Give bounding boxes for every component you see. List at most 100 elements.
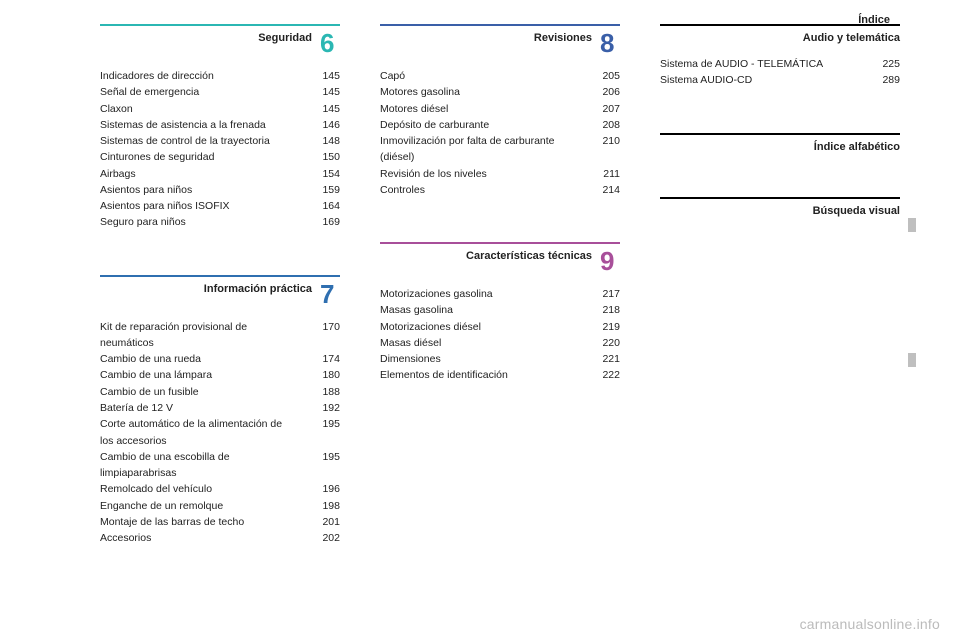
toc-page: 202 <box>310 530 340 546</box>
toc-label: Motorizaciones diésel <box>380 319 578 335</box>
watermark: carmanualsonline.info <box>800 616 940 632</box>
toc-row[interactable]: Cambio de una lámpara 180 <box>100 367 340 383</box>
toc-page: 180 <box>310 367 340 383</box>
section-seguridad: Seguridad6 Indicadores de dirección145Señ… <box>100 24 340 231</box>
toc-page: 174 <box>310 351 340 367</box>
toc-list: Kit de reparación provisional de neumáti… <box>100 319 340 547</box>
toc-row[interactable]: Accesorios202 <box>100 530 340 546</box>
toc-page: 154 <box>310 166 340 182</box>
toc-label: Sistemas de control de la trayectoria <box>100 133 298 149</box>
toc-label: Inmovilización por falta de carburante (… <box>380 133 578 166</box>
toc-row[interactable]: Asientos para niños159 <box>100 182 340 198</box>
toc-row[interactable]: Corte automático de la alimentación de l… <box>100 416 340 449</box>
toc-page: 145 <box>310 68 340 84</box>
toc-page: 214 <box>590 182 620 198</box>
toc-row[interactable]: Motores gasolina206 <box>380 84 620 100</box>
toc-label: Sistema AUDIO-CD <box>660 72 858 88</box>
toc-label: Corte automático de la alimentación de l… <box>100 416 298 449</box>
toc-label: Capó <box>380 68 578 84</box>
toc-row[interactable]: Kit de reparación provisional de neumáti… <box>100 319 340 352</box>
toc-row[interactable]: Masas diésel220 <box>380 335 620 351</box>
section-title: Revisiones <box>380 30 592 44</box>
toc-page: 170 <box>310 319 340 352</box>
toc-row[interactable]: Seguro para niños169 <box>100 214 340 230</box>
toc-label: Cambio de una lámpara <box>100 367 298 383</box>
section-rule <box>380 242 620 244</box>
toc-label: Batería de 12 V <box>100 400 298 416</box>
toc-row[interactable]: Sistema AUDIO-CD289 <box>660 72 900 88</box>
section-title: Audio y telemática <box>660 30 900 44</box>
section-header: Índice alfabético <box>660 139 900 153</box>
section-number: 7 <box>320 281 340 307</box>
toc-page: 150 <box>310 149 340 165</box>
toc-label: Montaje de las barras de techo <box>100 514 298 530</box>
toc-page: 145 <box>310 101 340 117</box>
page: Índice Seguridad6Indicadores de direcció… <box>0 0 960 640</box>
section-busqueda-visual: Búsqueda visual <box>660 197 900 217</box>
toc-row[interactable]: Claxon145 <box>100 101 340 117</box>
section-rule <box>380 24 620 26</box>
toc-label: Airbags <box>100 166 298 182</box>
toc-row[interactable]: Controles 214 <box>380 182 620 198</box>
toc-label: Asientos para niños ISOFIX <box>100 198 298 214</box>
toc-row[interactable]: Cambio de un fusible188 <box>100 384 340 400</box>
toc-page: 145 <box>310 84 340 100</box>
toc-label: Controles <box>380 182 578 198</box>
toc-label: Asientos para niños <box>100 182 298 198</box>
section-revisiones: Revisiones8Capó205Motores gasolina206Mot… <box>380 24 620 198</box>
toc-label: Sistemas de asistencia a la frenada <box>100 117 298 133</box>
toc-label: Motorizaciones gasolina <box>380 286 578 302</box>
toc-page: 221 <box>590 351 620 367</box>
toc-row[interactable]: Sistemas de asistencia a la frenada146 <box>100 117 340 133</box>
toc-row[interactable]: Capó205 <box>380 68 620 84</box>
toc-label: Masas diésel <box>380 335 578 351</box>
toc-row[interactable]: Asientos para niños ISOFIX164 <box>100 198 340 214</box>
toc-label: Cambio de una escobilla de limpiaparabri… <box>100 449 298 482</box>
section-title: Información práctica <box>100 281 312 295</box>
toc-row[interactable]: Depósito de carburante208 <box>380 117 620 133</box>
toc-label: Remolcado del vehículo <box>100 481 298 497</box>
toc-row[interactable]: Airbags 154 <box>100 166 340 182</box>
toc-label: Señal de emergencia <box>100 84 298 100</box>
toc-page: 207 <box>590 101 620 117</box>
toc-row[interactable]: Batería de 12 V192 <box>100 400 340 416</box>
toc-row[interactable]: Cambio de una escobilla de limpiaparabri… <box>100 449 340 482</box>
toc-page: 222 <box>590 367 620 383</box>
toc-row[interactable]: Cinturones de seguridad 150 <box>100 149 340 165</box>
toc-label: Cinturones de seguridad <box>100 149 298 165</box>
section-rule <box>100 275 340 277</box>
section-title: Búsqueda visual <box>660 203 900 217</box>
toc-page: 210 <box>590 133 620 166</box>
toc-row[interactable]: Motorizaciones diésel219 <box>380 319 620 335</box>
section-number: 9 <box>600 248 620 274</box>
toc-row[interactable]: Inmovilización por falta de carburante (… <box>380 133 620 166</box>
toc-row[interactable]: Señal de emergencia 145 <box>100 84 340 100</box>
section-header: Audio y telemática <box>660 30 900 44</box>
toc-row[interactable]: Cambio de una rueda 174 <box>100 351 340 367</box>
toc-list: Capó205Motores gasolina206Motores diésel… <box>380 68 620 198</box>
toc-label: Cambio de una rueda <box>100 351 298 367</box>
toc-row[interactable]: Remolcado del vehículo 196 <box>100 481 340 497</box>
toc-row[interactable]: Elementos de identificación 222 <box>380 367 620 383</box>
section-title: Índice alfabético <box>660 139 900 153</box>
toc-row[interactable]: Sistema de AUDIO - TELEMÁTICA225 <box>660 56 900 72</box>
toc-row[interactable]: Sistemas de control de la trayectoria148 <box>100 133 340 149</box>
toc-row[interactable]: Montaje de las barras de techo201 <box>100 514 340 530</box>
section-header: Seguridad6 <box>100 30 340 56</box>
toc-row[interactable]: Motores diésel207 <box>380 101 620 117</box>
toc-page: 196 <box>310 481 340 497</box>
toc-label: Cambio de un fusible <box>100 384 298 400</box>
toc-label: Elementos de identificación <box>380 367 578 383</box>
toc-label: Seguro para niños <box>100 214 298 230</box>
section-caracteristicas: Características técnicas9Motorizaciones … <box>380 242 620 384</box>
toc-page: 195 <box>310 416 340 449</box>
toc-row[interactable]: Motorizaciones gasolina217 <box>380 286 620 302</box>
toc-page: 211 <box>590 166 620 182</box>
toc-row[interactable]: Masas gasolina218 <box>380 302 620 318</box>
toc-row[interactable]: Dimensiones221 <box>380 351 620 367</box>
toc-list: Indicadores de dirección145Señal de emer… <box>100 68 340 231</box>
toc-row[interactable]: Enganche de un remolque198 <box>100 498 340 514</box>
toc-row[interactable]: Revisión de los niveles211 <box>380 166 620 182</box>
column: Audio y telemática Sistema de AUDIO - TEL… <box>660 24 900 590</box>
toc-row[interactable]: Indicadores de dirección145 <box>100 68 340 84</box>
